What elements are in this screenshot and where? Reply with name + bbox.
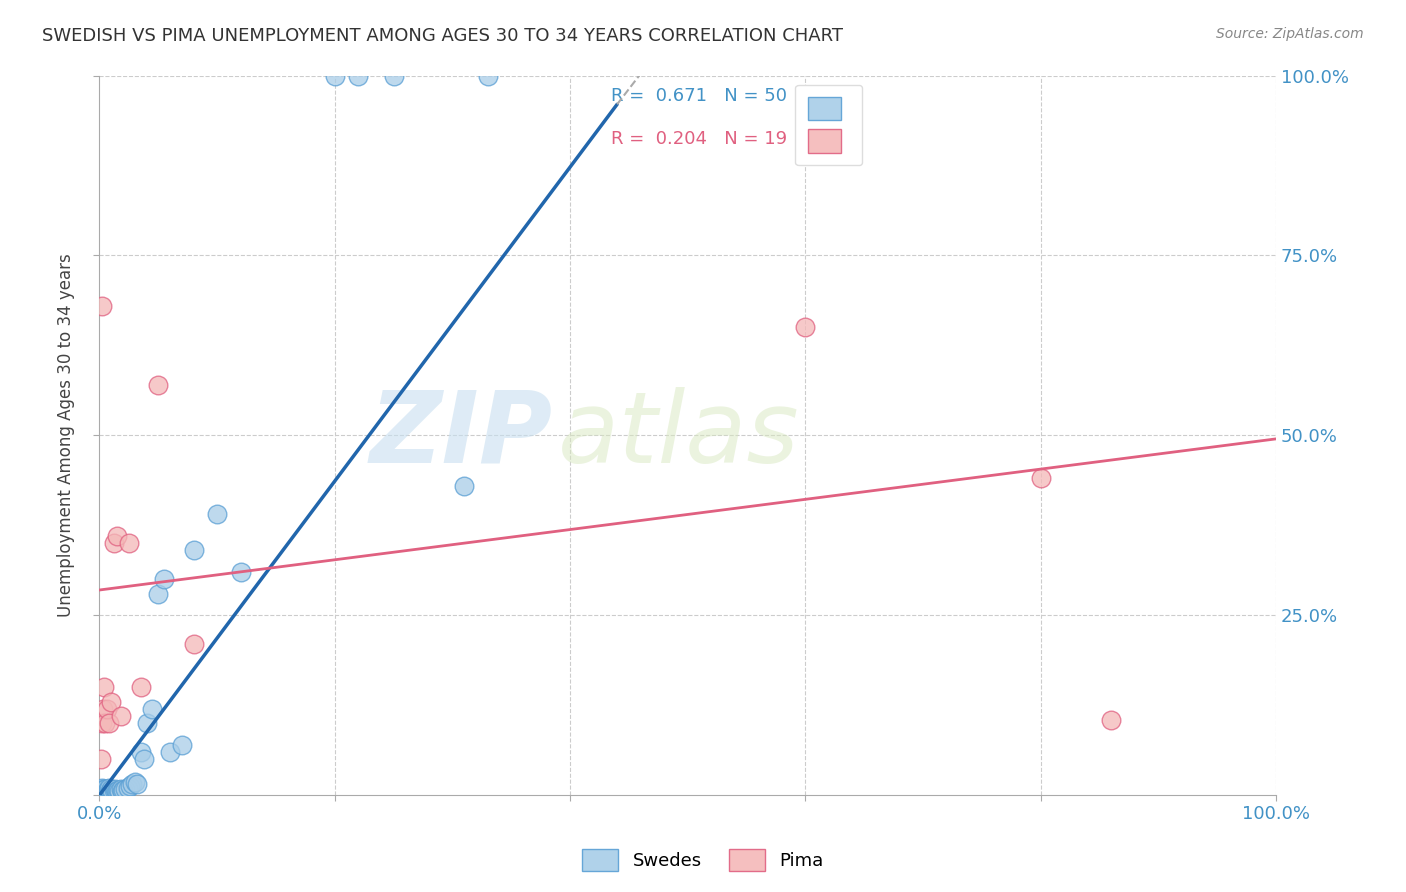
Point [100, 784, 122, 798]
Point [108, 783, 131, 797]
Point [134, 752, 156, 766]
Point [129, 680, 152, 694]
Point [183, 637, 205, 651]
Point [129, 745, 152, 759]
Point [1029, 471, 1052, 485]
Point [135, 716, 157, 731]
Legend: , : , [796, 85, 862, 165]
Point [91, 702, 114, 716]
Point [91, 783, 114, 797]
Point [90, 783, 112, 797]
Text: R =  0.204   N = 19: R = 0.204 N = 19 [612, 130, 787, 148]
Point [90, 780, 112, 795]
Point [103, 783, 125, 797]
Point [90, 784, 112, 798]
Point [170, 738, 193, 752]
Point [453, 478, 475, 492]
Point [100, 694, 122, 708]
Point [1099, 713, 1122, 727]
Text: atlas: atlas [558, 387, 800, 483]
Point [93, 781, 115, 796]
Point [105, 529, 128, 543]
Text: ZIP: ZIP [370, 387, 553, 483]
Point [98, 783, 121, 797]
Point [90, 716, 112, 731]
Y-axis label: Unemployment Among Ages 30 to 34 years: Unemployment Among Ages 30 to 34 years [58, 253, 75, 617]
Point [127, 777, 149, 791]
Point [100, 782, 122, 797]
Text: R =  0.671   N = 50: R = 0.671 N = 50 [612, 87, 787, 104]
Point [90, 299, 112, 313]
Point [97, 716, 120, 731]
Legend: Swedes, Pima: Swedes, Pima [575, 842, 831, 879]
Point [93, 680, 115, 694]
Point [794, 320, 817, 334]
Point [94, 782, 117, 797]
Point [347, 69, 370, 83]
Point [477, 69, 499, 83]
Point [382, 69, 405, 83]
Point [141, 702, 163, 716]
Point [183, 543, 205, 558]
Point [117, 780, 139, 795]
Point [114, 782, 136, 797]
Point [110, 782, 132, 797]
Point [159, 745, 181, 759]
Point [97, 781, 120, 796]
Point [91, 784, 114, 798]
Text: Source: ZipAtlas.com: Source: ZipAtlas.com [1216, 27, 1364, 41]
Point [120, 780, 142, 794]
Point [229, 565, 252, 579]
Point [97, 783, 120, 797]
Point [107, 783, 129, 797]
Point [104, 782, 127, 797]
Point [94, 716, 117, 731]
Point [103, 536, 125, 550]
Point [124, 775, 146, 789]
Point [96, 783, 118, 797]
Point [93, 783, 115, 797]
Point [153, 572, 176, 586]
Point [148, 586, 170, 600]
Point [105, 784, 128, 798]
Point [118, 536, 141, 550]
Point [90, 782, 112, 797]
Point [110, 709, 132, 723]
Point [104, 783, 127, 797]
Text: SWEDISH VS PIMA UNEMPLOYMENT AMONG AGES 30 TO 34 YEARS CORRELATION CHART: SWEDISH VS PIMA UNEMPLOYMENT AMONG AGES … [42, 27, 844, 45]
Point [111, 784, 134, 798]
Point [97, 780, 120, 795]
Point [323, 69, 346, 83]
Point [97, 784, 120, 798]
Point [94, 784, 117, 798]
Point [101, 783, 124, 797]
Point [111, 783, 134, 797]
Point [90, 752, 112, 766]
Point [96, 702, 118, 716]
Point [205, 508, 228, 522]
Point [148, 378, 170, 392]
Point [121, 777, 143, 791]
